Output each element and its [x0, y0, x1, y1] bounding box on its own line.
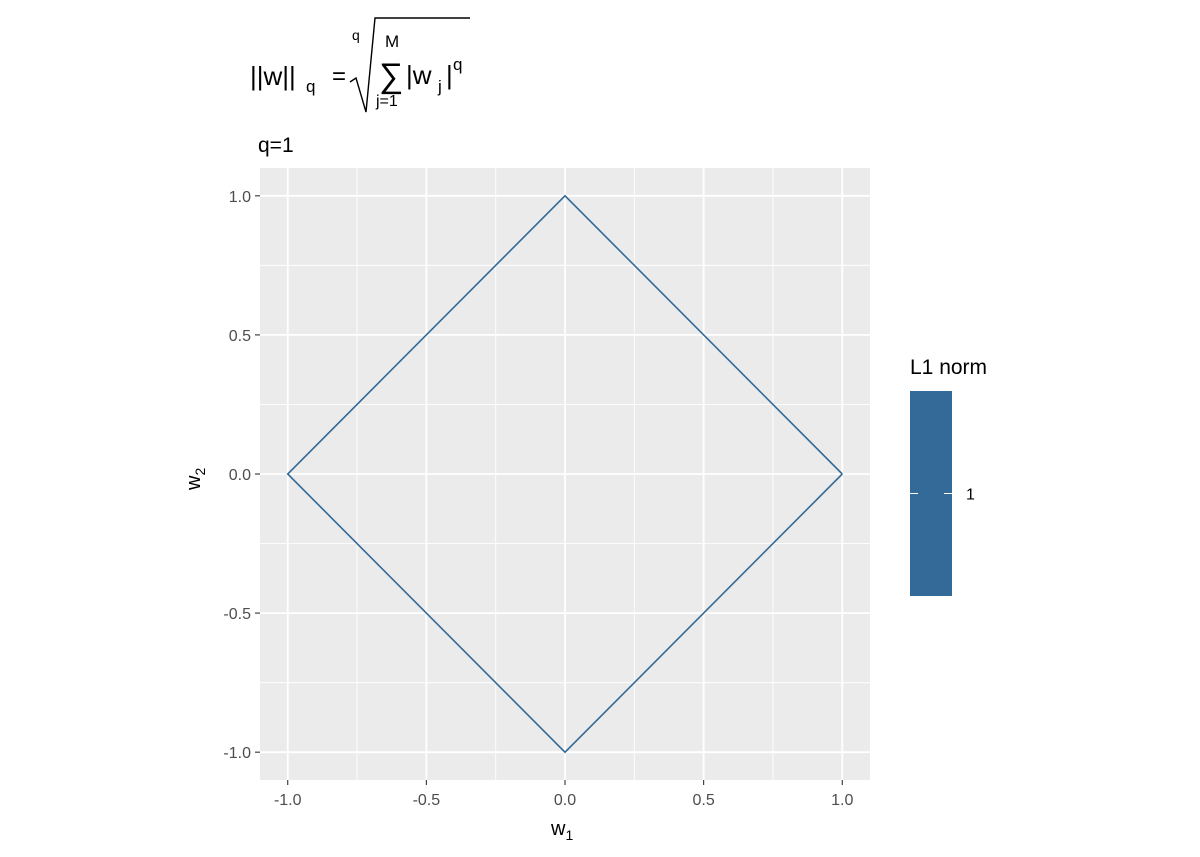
radical-sign — [349, 17, 470, 113]
y-tick-label-4: 1.0 — [229, 189, 251, 206]
x-axis: -1.0 -0.5 0.0 0.5 1.0 — [274, 780, 853, 809]
legend: L1 norm 1 — [910, 356, 987, 596]
formula-sum-upper: M — [385, 32, 399, 51]
formula-equals: = — [332, 63, 346, 90]
y-axis-title-base: w — [183, 475, 205, 491]
legend-tick-label: 1 — [966, 487, 975, 504]
formula-root-index: q — [352, 27, 360, 43]
x-axis-title-subscript: 1 — [565, 827, 573, 843]
x-axis-title: w1 — [550, 818, 573, 843]
y-axis-title-group: w2 — [183, 468, 208, 491]
y-tick-label-0: -1.0 — [223, 745, 251, 762]
x-tick-label-1: -0.5 — [413, 792, 441, 809]
x-tick-label-2: 0.0 — [554, 792, 576, 809]
formula-lhs-subscript: q — [306, 77, 315, 96]
y-axis-title-subscript: 2 — [192, 468, 208, 476]
formula-summand-power: q — [453, 55, 462, 74]
formula-sum-lower: j=1 — [375, 93, 398, 110]
formula-title: ||w|| q = q M ∑ j=1 |w j | q — [250, 17, 470, 113]
legend-ticks: 1 — [910, 487, 975, 504]
y-tick-label-2: 0.0 — [229, 467, 251, 484]
x-tick-label-0: -1.0 — [274, 792, 302, 809]
y-tick-label-1: -0.5 — [223, 606, 251, 623]
x-tick-label-4: 1.0 — [831, 792, 853, 809]
series-layer — [286, 194, 843, 754]
formula-lhs: ||w|| — [250, 61, 296, 91]
y-tick-label-3: 0.5 — [229, 328, 251, 345]
chart-subtitle: q=1 — [258, 134, 294, 157]
x-tick-label-3: 0.5 — [693, 792, 715, 809]
x-axis-title-base: w — [550, 818, 566, 840]
formula-summand-subscript: j — [437, 77, 442, 96]
legend-title: L1 norm — [910, 356, 987, 379]
formula-sum-symbol: ∑ — [379, 57, 403, 95]
y-axis: -1.0 -0.5 0.0 0.5 1.0 — [223, 189, 260, 762]
y-axis-title: w2 — [183, 468, 208, 491]
series-line-0 — [286, 194, 843, 754]
formula-summand: |w — [406, 60, 432, 90]
formula-summand-close: | — [446, 60, 453, 90]
